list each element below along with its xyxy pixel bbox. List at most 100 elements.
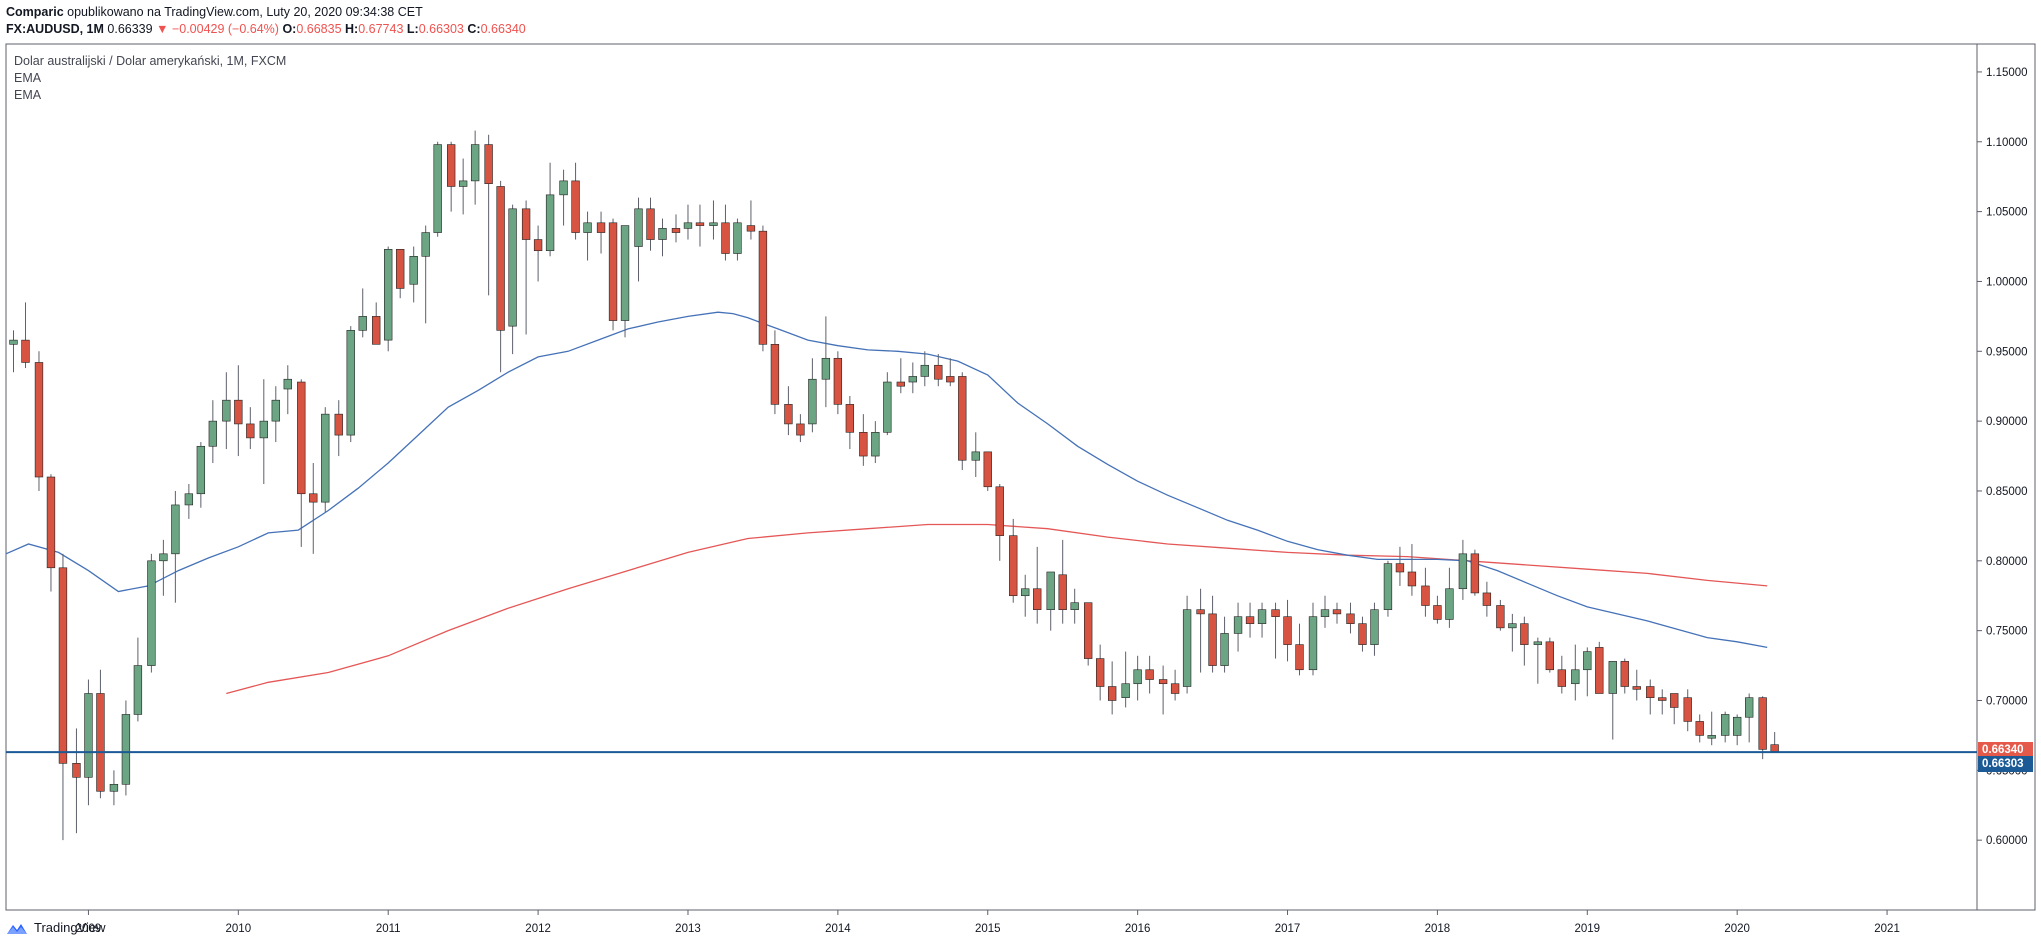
candle-body: [583, 222, 592, 233]
x-tick-label: 2009: [76, 923, 102, 935]
candle-down: [246, 407, 255, 450]
candle-down: [859, 414, 868, 466]
candle-down: [1646, 679, 1655, 715]
candle-body: [1058, 574, 1067, 610]
candle-body: [171, 504, 180, 555]
candle-body: [9, 339, 18, 345]
candle-body: [46, 476, 56, 569]
candle-body: [1033, 588, 1042, 610]
candle-up: [683, 204, 693, 240]
candle-up: [1533, 637, 1543, 684]
y-axis: 0.600000.650000.700000.750000.800000.850…: [1977, 67, 2028, 847]
candle-down: [1520, 616, 1529, 666]
candle-up: [883, 372, 892, 436]
candle-up: [1445, 567, 1454, 628]
candle-body: [1370, 609, 1379, 645]
candle-down: [1295, 623, 1304, 676]
candle-body: [1658, 697, 1667, 701]
y-tick-label: 1.10000: [1986, 137, 2028, 149]
candle-body: [1508, 623, 1517, 629]
candle-body: [396, 249, 405, 289]
candle-body: [446, 144, 456, 187]
candle-body: [1395, 563, 1405, 573]
candle-body: [159, 553, 168, 562]
candle-up: [283, 365, 292, 415]
candle-down: [1158, 665, 1168, 715]
candle-body: [1308, 616, 1318, 671]
candle-body: [845, 404, 855, 433]
candle-down: [721, 204, 730, 261]
candle-body: [409, 256, 418, 285]
x-tick-label: 2015: [975, 923, 1001, 935]
legend-title[interactable]: Dolar australijski / Dolar amerykański, …: [14, 54, 287, 68]
candle-body: [358, 316, 367, 331]
candle-body: [309, 493, 318, 503]
candle-down: [1482, 581, 1492, 617]
candle-body: [1245, 616, 1255, 624]
candle-down: [1271, 602, 1280, 659]
candle-body: [995, 486, 1004, 536]
hline-price-tag: 0.66303: [1978, 756, 2033, 773]
ohlc-line: FX:AUDUSD, 1M 0.66339 ▼ −0.00429 (−0.64%…: [6, 21, 526, 38]
candle-body: [896, 381, 905, 387]
candle-body: [721, 222, 730, 254]
candle-body: [908, 376, 917, 383]
candle-body: [796, 423, 805, 436]
candle-body: [458, 180, 468, 187]
high-label: H:: [345, 22, 359, 36]
author-name[interactable]: Comparic: [6, 5, 64, 19]
legend-ema-1[interactable]: EMA: [14, 71, 42, 85]
x-axis: 2009 2010 2011 2012 2013 2014 2015 2016 2017 2018…: [76, 910, 1900, 935]
y-tick-label: 0.85000: [1986, 486, 2028, 498]
candle-up: [620, 225, 630, 338]
footer-brand[interactable]: TradingView: [34, 920, 106, 935]
candle-body: [372, 316, 381, 345]
candle-up: [346, 326, 355, 443]
candle-down: [372, 302, 381, 345]
candle-body: [1358, 623, 1367, 645]
candle-body: [72, 763, 81, 778]
high-value: 0.67743: [358, 22, 404, 36]
candle-up: [808, 358, 817, 433]
candle-body: [971, 451, 980, 461]
candle-body: [1421, 585, 1430, 606]
candle-body: [1196, 609, 1205, 615]
candle-down: [770, 330, 780, 415]
tradingview-logo-icon[interactable]: [6, 921, 28, 935]
candle-up: [147, 553, 156, 673]
legend-ema-2[interactable]: EMA: [14, 88, 42, 102]
candle-up: [9, 330, 18, 373]
candle-body: [571, 180, 580, 233]
candle-down: [96, 669, 105, 799]
symbol-label[interactable]: FX:AUDUSD, 1M: [6, 22, 104, 36]
candle-body: [96, 693, 105, 792]
candle-body: [545, 194, 555, 252]
candle-body: [1158, 679, 1168, 685]
candle-body: [1670, 693, 1679, 708]
candle-up: [1021, 574, 1030, 617]
price-axis[interactable]: [1976, 43, 2036, 911]
candle-body: [1533, 641, 1543, 645]
candle-body: [770, 344, 780, 405]
candle-down: [1208, 595, 1217, 673]
candle-body: [234, 399, 243, 425]
candle-down: [72, 728, 81, 834]
candle-body: [470, 144, 480, 182]
candle-body: [920, 364, 929, 377]
candle-up: [1608, 661, 1617, 740]
candle-body: [496, 186, 505, 331]
y-tick-label: 1.15000: [1986, 67, 2028, 79]
candle-up: [84, 679, 93, 806]
candle-up: [109, 770, 119, 806]
candle-up: [821, 316, 831, 408]
candle-up: [709, 200, 718, 240]
candle-body: [121, 714, 131, 785]
candle-down: [1407, 544, 1417, 596]
candle-up: [971, 432, 980, 477]
candle-body: [671, 228, 681, 233]
candle-up: [1370, 602, 1379, 656]
candle-body: [1770, 744, 1779, 752]
low-label: L:: [406, 22, 419, 36]
candle-down: [1557, 655, 1566, 694]
